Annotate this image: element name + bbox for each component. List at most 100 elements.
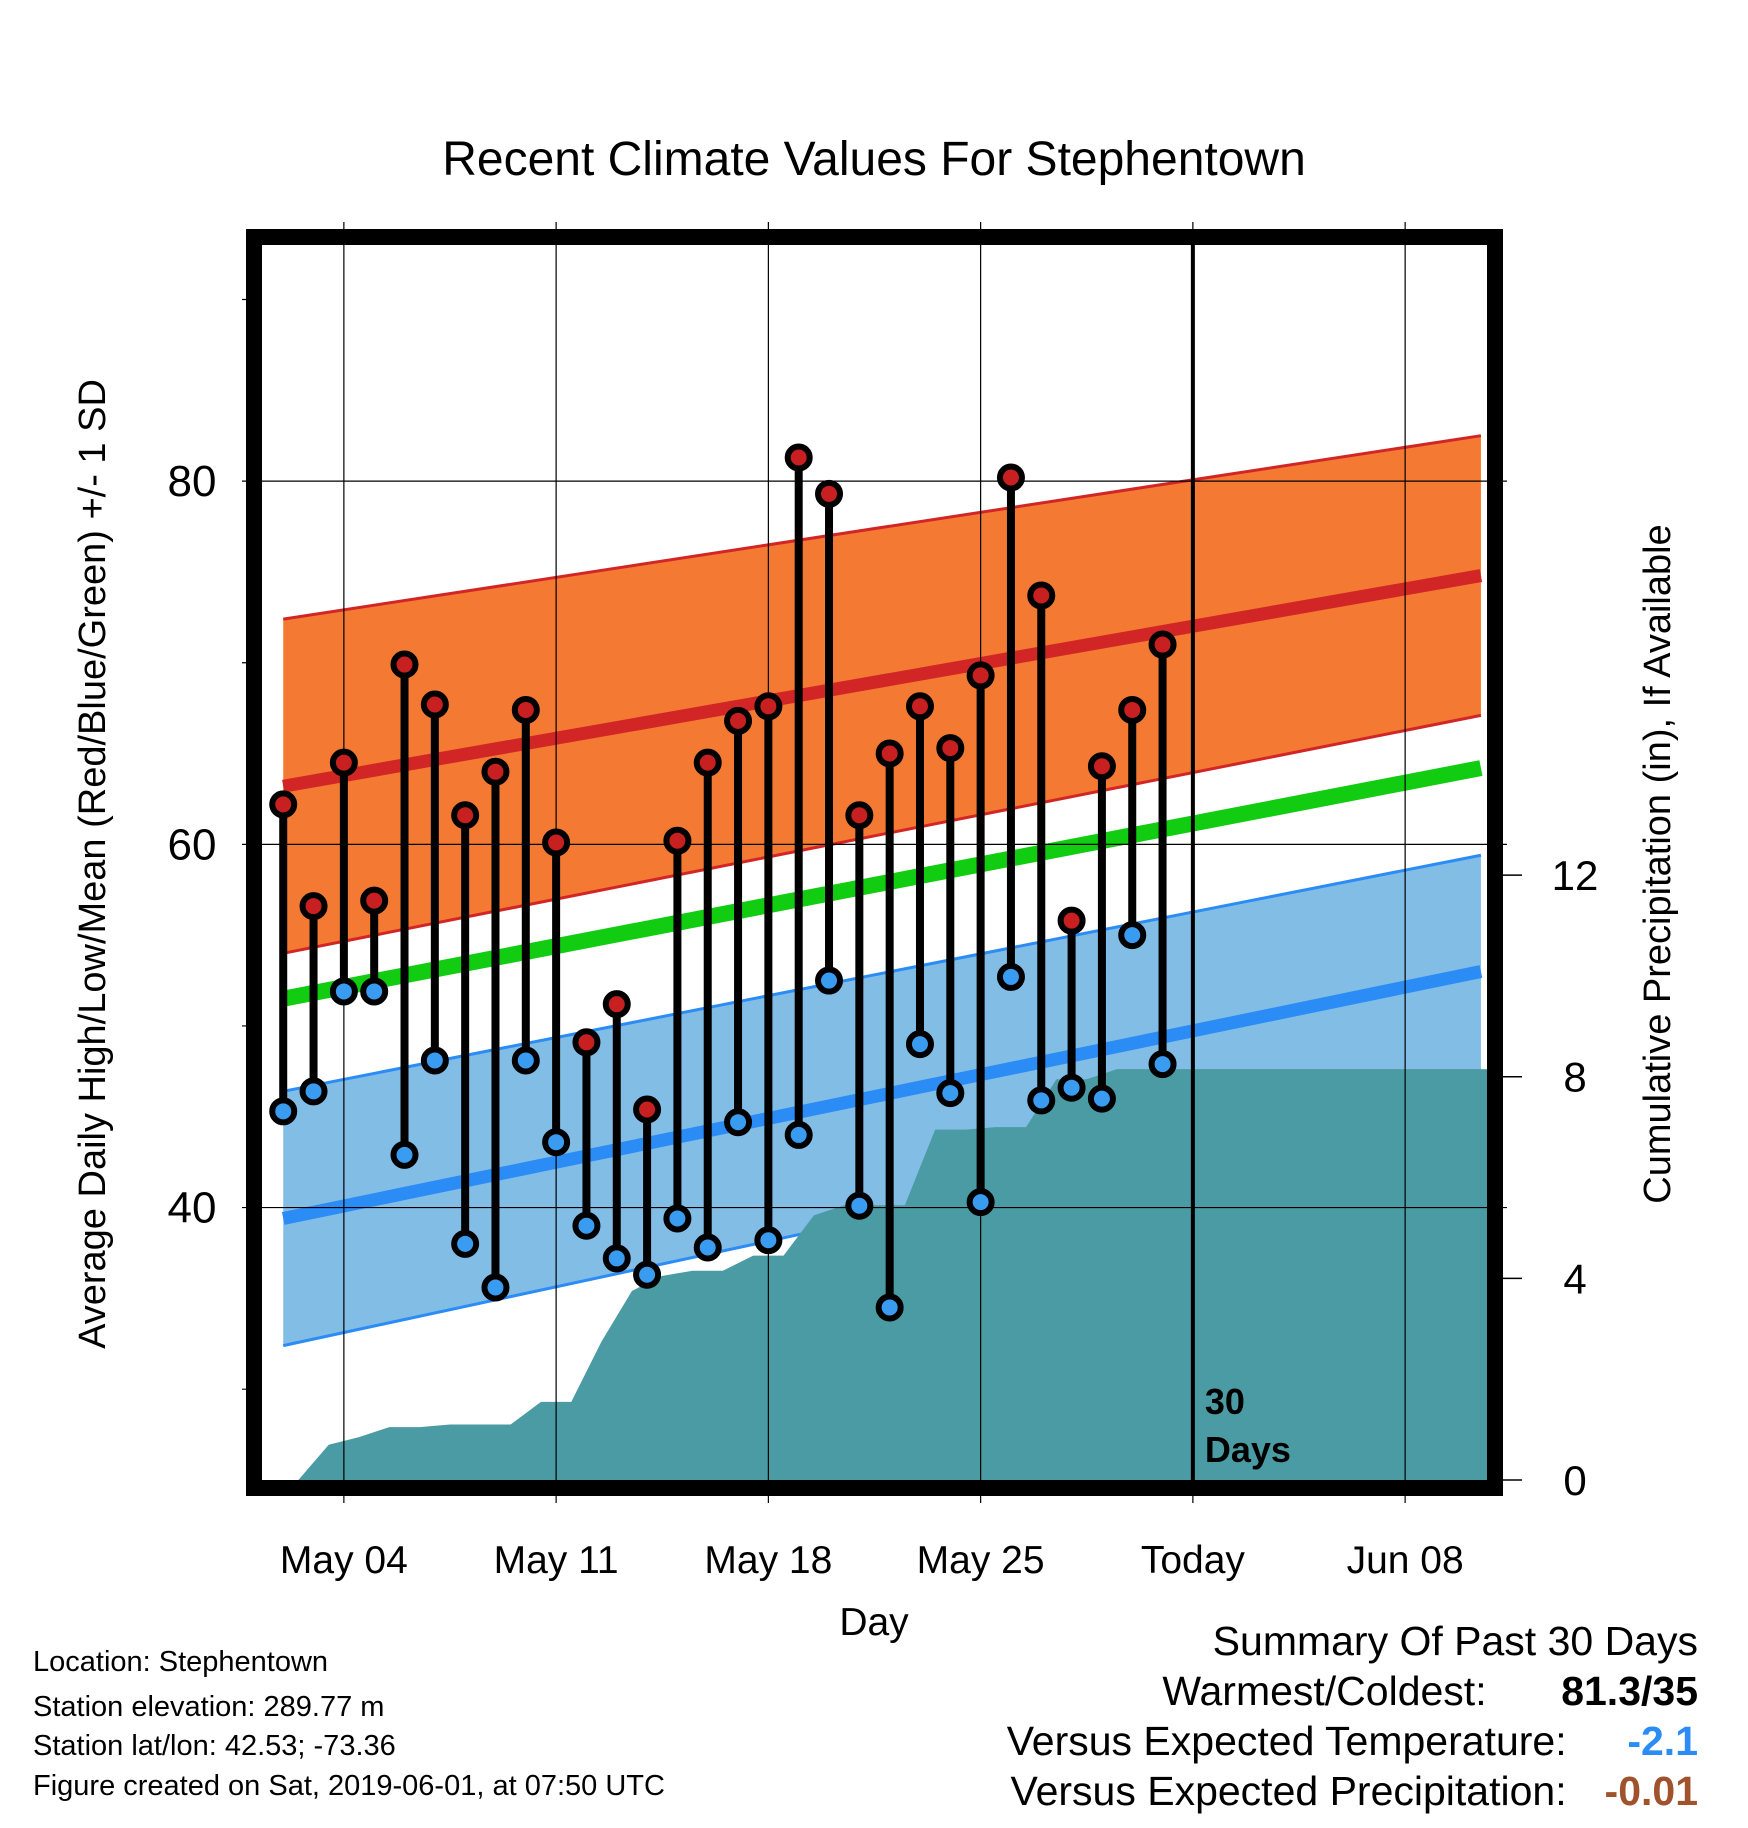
daily-high-marker: [1027, 581, 1056, 610]
y-tick-label: 80: [168, 457, 217, 506]
plot-inner: [268, 245, 1487, 1480]
plot-area: 30 Days May 04 May 11 May 18 May 25 Today Jun 0…: [168, 222, 1599, 1582]
daily-low-marker: [542, 1128, 571, 1157]
x-tick-label: Today: [1141, 1539, 1246, 1582]
low-upper-edge: [282, 853, 1482, 1093]
daily-low-marker: [633, 1260, 662, 1289]
high-band: [283, 435, 1481, 954]
daily-high-marker: [451, 801, 480, 830]
daily-high-marker: [390, 650, 419, 679]
daily-low-marker: [724, 1108, 753, 1137]
y2-tick-label: 12: [1552, 852, 1599, 899]
daily-high-marker: [1057, 906, 1086, 935]
daily-low-marker: [269, 1097, 298, 1126]
summary-warm-cold-label: Warmest/Coldest:: [1162, 1668, 1487, 1714]
footer-elevation: Station elevation: 289.77 m: [33, 1691, 385, 1723]
summary-warm-cold: Warmest/Coldest: 81.3/35: [1162, 1668, 1698, 1715]
daily-low-marker: [572, 1211, 601, 1240]
high-mean-line: [282, 569, 1483, 793]
daily-low-marker: [511, 1046, 540, 1075]
daily-low-marker: [875, 1293, 904, 1322]
daily-high-marker: [784, 443, 813, 472]
summary-temp: Versus Expected Temperature: -2.1: [1007, 1718, 1698, 1765]
daily-low-marker: [1027, 1086, 1056, 1115]
daily-low-marker: [663, 1204, 692, 1233]
daily-high-marker: [1087, 752, 1116, 781]
daily-high-marker: [845, 801, 874, 830]
avg-mean-line: [281, 760, 1483, 1007]
y2-tick-label: 0: [1563, 1457, 1586, 1504]
x-tick-label: Jun 08: [1347, 1539, 1464, 1582]
daily-high-marker: [693, 748, 722, 777]
summary-temp-value: -2.1: [1627, 1718, 1698, 1764]
y-tick-label: 40: [168, 1184, 217, 1233]
chart-title: Recent Climate Values For Stephentown: [442, 133, 1306, 186]
daily-low-marker: [693, 1233, 722, 1262]
daily-low-marker: [845, 1191, 874, 1220]
x-tick-label: May 25: [917, 1539, 1045, 1582]
daily-high-marker: [1148, 630, 1177, 659]
daily-low-marker: [390, 1140, 419, 1169]
x-tick-label: May 11: [494, 1539, 619, 1582]
daily-high-marker: [329, 748, 358, 777]
daily-high-marker: [663, 826, 692, 855]
daily-low-marker: [1118, 921, 1147, 950]
x-tick-label: May 04: [280, 1539, 408, 1582]
daily-low-marker: [996, 962, 1025, 991]
today-days-label: 30: [1205, 1381, 1245, 1422]
summary-precip: Versus Expected Precipitation: -0.01: [1011, 1768, 1699, 1815]
daily-high-marker: [481, 757, 510, 786]
today-days-label: Days: [1205, 1429, 1291, 1470]
daily-low-marker: [329, 977, 358, 1006]
daily-low-marker: [754, 1226, 783, 1255]
daily-low-marker: [1148, 1050, 1177, 1079]
daily-low-marker: [784, 1120, 813, 1149]
daily-high-marker: [269, 790, 298, 819]
daily-high-marker: [905, 692, 934, 721]
daily-low-marker: [905, 1030, 934, 1059]
summary-title: Summary Of Past 30 Days: [1212, 1618, 1698, 1664]
daily-high-marker: [360, 886, 389, 915]
daily-high-marker: [936, 734, 965, 763]
high-upper-edge: [282, 434, 1482, 621]
footer-created: Figure created on Sat, 2019-06-01, at 07…: [33, 1770, 665, 1802]
daily-low-marker: [299, 1077, 328, 1106]
daily-low-marker: [966, 1188, 995, 1217]
daily-low-marker: [360, 977, 389, 1006]
daily-high-marker: [633, 1095, 662, 1124]
y2-tick-label: 4: [1563, 1255, 1586, 1302]
daily-high-marker: [602, 990, 631, 1019]
daily-low-marker: [815, 966, 844, 995]
daily-high-marker: [996, 463, 1025, 492]
high-lower-edge: [282, 713, 1482, 955]
daily-high-marker: [724, 706, 753, 735]
daily-low-marker: [602, 1244, 631, 1273]
y-axis-label: Average Daily High/Low/Mean (Red/Blue/Gr…: [72, 379, 114, 1349]
footer-latlon: Station lat/lon: 42.53; -73.36: [33, 1730, 396, 1762]
summary-warm-cold-value: 81.3/35: [1561, 1668, 1698, 1714]
low-mean-line: [281, 965, 1483, 1225]
daily-low-marker: [1087, 1084, 1116, 1113]
daily-low-marker: [936, 1079, 965, 1108]
daily-high-marker: [572, 1028, 601, 1057]
daily-high-marker: [1118, 695, 1147, 724]
daily-high-marker: [754, 692, 783, 721]
daily-high-marker: [815, 479, 844, 508]
summary-temp-label: Versus Expected Temperature:: [1006, 1718, 1567, 1764]
footer-location: Location: Stephentown: [33, 1646, 329, 1678]
y2-tick-label: 8: [1563, 1054, 1586, 1101]
daily-high-marker: [511, 695, 540, 724]
y-tick-label: 60: [168, 820, 217, 869]
daily-low-marker: [451, 1229, 480, 1258]
plot-frame: [246, 229, 1503, 1496]
daily-high-marker: [966, 661, 995, 690]
daily-high-marker: [299, 892, 328, 921]
daily-low-marker: [1057, 1073, 1086, 1102]
precip-area: [268, 1069, 1487, 1480]
daily-high-marker: [420, 690, 449, 719]
x-axis-label: Day: [839, 1601, 909, 1644]
summary-precip-value: -0.01: [1604, 1768, 1698, 1814]
daily-high-marker: [542, 828, 571, 857]
daily-low-marker: [481, 1273, 510, 1302]
